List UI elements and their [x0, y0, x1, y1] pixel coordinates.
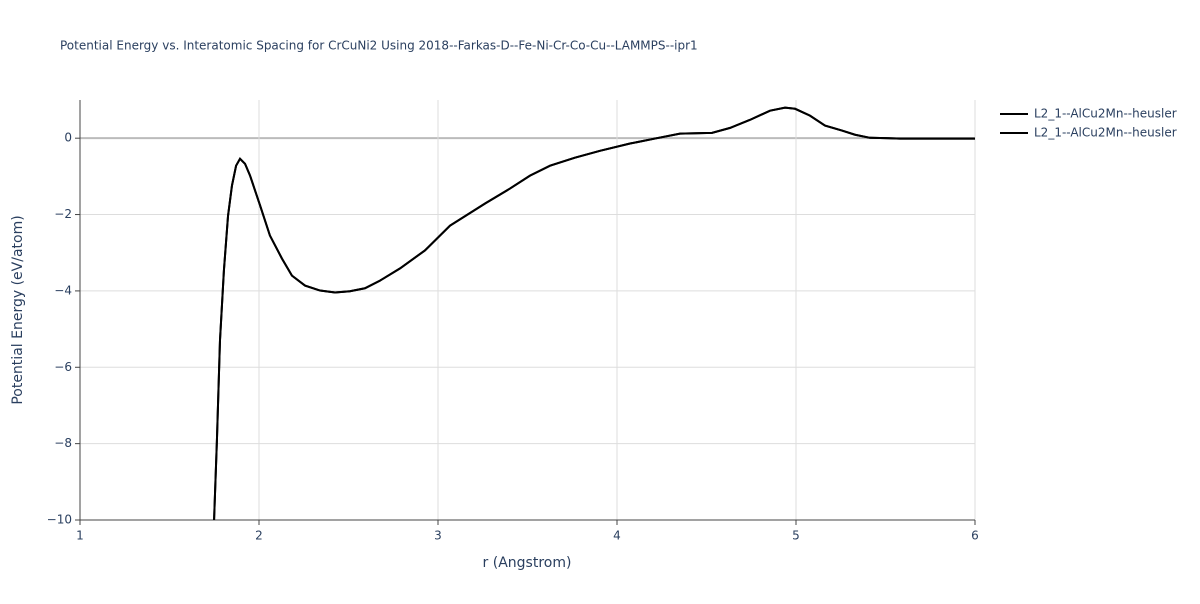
x-tick-label: 3 — [434, 529, 442, 543]
x-tick-label: 5 — [792, 529, 800, 543]
x-tick-label: 4 — [613, 529, 621, 543]
x-tick-label: 2 — [255, 529, 263, 543]
x-tick-label: 1 — [76, 529, 84, 543]
legend-label: L2_1--AlCu2Mn--heusler — [1034, 107, 1177, 121]
data-line — [213, 106, 975, 520]
plot-area — [213, 106, 975, 520]
x-axis-title: r (Angstrom) — [483, 555, 572, 571]
y-tick-label: −6 — [54, 360, 72, 374]
y-tick-label: −10 — [47, 513, 72, 527]
chart-title: Potential Energy vs. Interatomic Spacing… — [60, 39, 698, 53]
data-line — [213, 106, 975, 520]
legend-label: L2_1--AlCu2Mn--heusler — [1034, 126, 1177, 140]
y-tick-label: −2 — [54, 207, 72, 221]
y-tick-label: 0 — [64, 131, 72, 145]
y-axis-title: Potential Energy (eV/atom) — [10, 215, 26, 404]
y-tick-label: −8 — [54, 436, 72, 450]
x-tick-label: 6 — [971, 529, 979, 543]
y-tick-label: −4 — [54, 283, 72, 297]
